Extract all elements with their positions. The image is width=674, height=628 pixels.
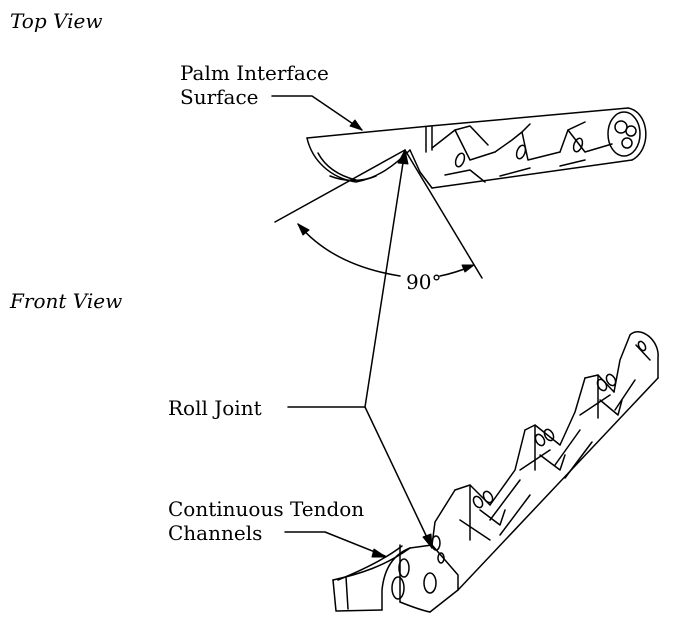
- palm-leader-arrow: [349, 119, 363, 131]
- angle-arrow-right: [461, 264, 475, 273]
- tendon-channels-label-line2: Channels: [168, 521, 263, 545]
- palm-leader-line: [271, 95, 363, 131]
- tendon-leader-arrow: [371, 548, 387, 558]
- palm-interface-label-line1: Palm Interface: [180, 61, 329, 85]
- angle-label: 90°: [406, 270, 442, 294]
- angle-arrow-left: [297, 223, 310, 236]
- palm-interface-label-line2: Surface: [180, 85, 259, 109]
- roll-joint-leader-bottom: [364, 406, 433, 549]
- roll-joint-label: Roll Joint: [168, 396, 262, 420]
- angle-dimension: [274, 149, 483, 279]
- front-view-finger: [332, 331, 659, 613]
- tendon-leader-line: [284, 531, 386, 557]
- roll-joint-leader-top: [287, 149, 406, 408]
- tendon-channels-label-line1: Continuous Tendon: [168, 497, 365, 521]
- top-view-finger: [306, 107, 647, 189]
- front-view-label: Front View: [10, 289, 123, 313]
- roll-joint-arrow-top: [397, 149, 409, 165]
- top-view-label: Top View: [10, 9, 103, 33]
